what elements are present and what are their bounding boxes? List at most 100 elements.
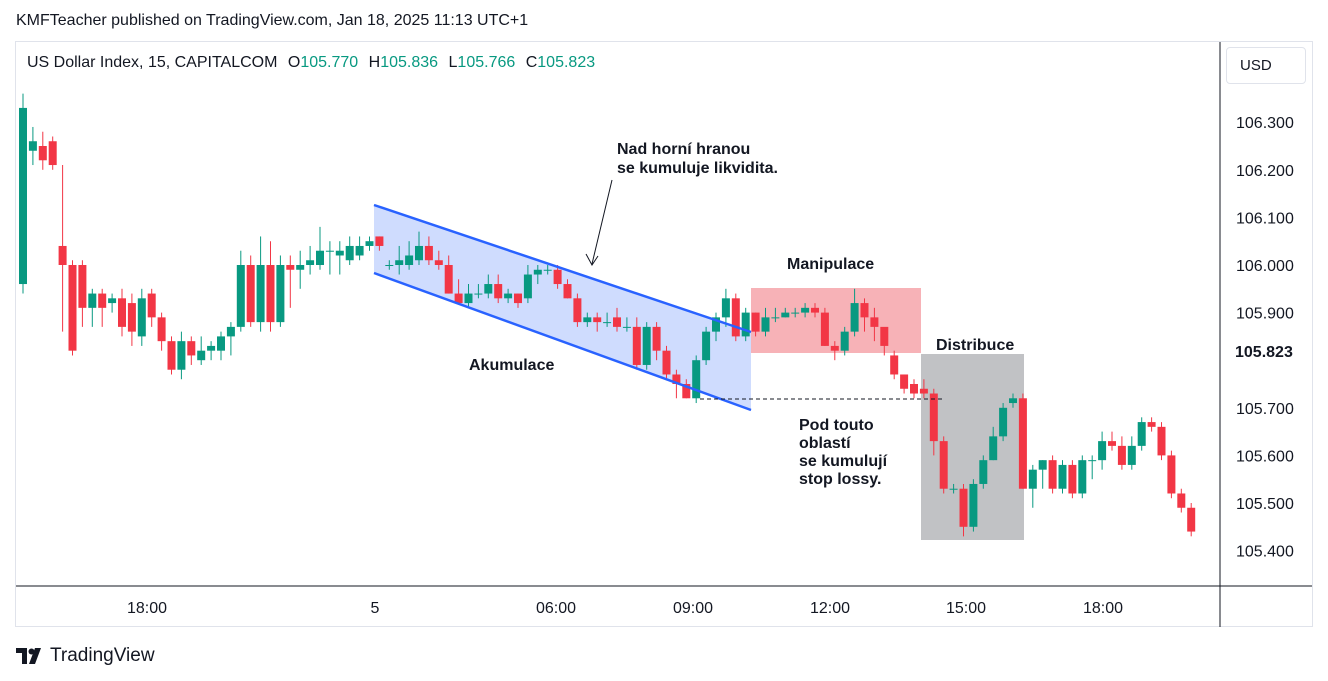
candle (880, 326, 889, 356)
candle (820, 307, 829, 346)
candle-body (118, 298, 126, 327)
manipulation-zone (751, 288, 921, 353)
candle (167, 336, 176, 375)
note-bottom-line2: oblastí (799, 435, 851, 452)
currency-button[interactable]: USD (1226, 47, 1306, 84)
candle-body (434, 260, 443, 265)
candle-body (306, 260, 315, 265)
candle (632, 317, 641, 370)
candle-body (385, 265, 394, 266)
candle-body (622, 326, 631, 328)
candle (147, 288, 156, 327)
candle (226, 322, 235, 356)
candle (662, 345, 671, 380)
candle-body (1098, 441, 1107, 461)
candle (217, 331, 225, 361)
candle-body (1167, 455, 1176, 494)
candle (801, 303, 810, 318)
candle (791, 307, 800, 318)
candle-body (741, 312, 750, 337)
x-tick-label: 12:00 (810, 600, 850, 617)
candle (642, 322, 651, 370)
candle-body (900, 374, 909, 389)
candle-body (1157, 426, 1166, 456)
candle-body (751, 312, 760, 332)
candle-body (1147, 422, 1156, 427)
candle-body (533, 269, 542, 275)
candle (296, 250, 305, 289)
candle (523, 265, 532, 304)
y-tick-label: 105.900 (1236, 306, 1294, 323)
candle-body (860, 303, 869, 318)
candle-body (48, 141, 57, 166)
high-label: H (368, 54, 381, 71)
candle (741, 307, 750, 342)
candle (444, 255, 453, 294)
candle-body (127, 303, 136, 332)
candle (415, 231, 423, 265)
candle-body (226, 326, 235, 337)
candle (731, 293, 740, 342)
candle (929, 388, 938, 456)
candle (434, 250, 443, 270)
candle (1117, 436, 1126, 470)
candle-body (68, 265, 77, 351)
candle-body (1078, 460, 1087, 494)
candle-body (820, 312, 829, 346)
candle (563, 279, 572, 299)
high-value: 105.836 (380, 54, 439, 71)
symbol-legend: US Dollar Index, 15, CAPITALCOM O105.770… (27, 54, 595, 72)
candle-body (187, 341, 196, 356)
tradingview-brand[interactable]: TradingView (16, 645, 155, 667)
candle (622, 317, 631, 332)
candle (276, 255, 285, 327)
candle (19, 93, 27, 294)
candle (395, 245, 404, 275)
x-tick-label: 09:00 (673, 600, 713, 617)
candle (1147, 417, 1156, 432)
candle (316, 226, 324, 270)
brand-name: TradingView (50, 645, 155, 666)
candle (118, 288, 126, 337)
candle-body (801, 307, 810, 313)
candle (464, 284, 473, 308)
candle (78, 260, 87, 327)
candle (979, 455, 988, 489)
candle-body (335, 250, 344, 256)
candle-body (702, 331, 711, 361)
candle (919, 379, 928, 399)
candle (860, 298, 869, 332)
y-tick-label: 106.100 (1236, 210, 1294, 227)
candle (137, 288, 146, 346)
candle-body (405, 255, 414, 265)
candle (286, 255, 295, 308)
candle-body (712, 317, 720, 332)
candle-body (38, 146, 47, 161)
candle (484, 274, 493, 299)
candle (939, 436, 948, 494)
note-bottom-line1: Pod touto (799, 417, 874, 434)
low-value: 105.766 (457, 54, 516, 71)
candle-body (514, 293, 522, 304)
candle-body (523, 274, 532, 299)
label-distribution: Distribuce (936, 337, 1014, 354)
candle (721, 288, 730, 327)
candle (246, 255, 255, 327)
candle (474, 284, 483, 299)
candle-body (504, 293, 513, 299)
annotation-arrow-line (591, 179, 613, 265)
candle (949, 483, 958, 494)
candle (1137, 417, 1146, 451)
candle (989, 426, 998, 461)
candle-body (662, 350, 671, 375)
candle (761, 307, 770, 337)
candle-body (207, 345, 216, 351)
candle (236, 250, 245, 332)
candle-body (58, 245, 67, 265)
candle-body (375, 236, 384, 246)
candle (573, 293, 582, 327)
candle-body (682, 384, 691, 399)
candle (1177, 488, 1186, 513)
candle (1068, 460, 1077, 499)
